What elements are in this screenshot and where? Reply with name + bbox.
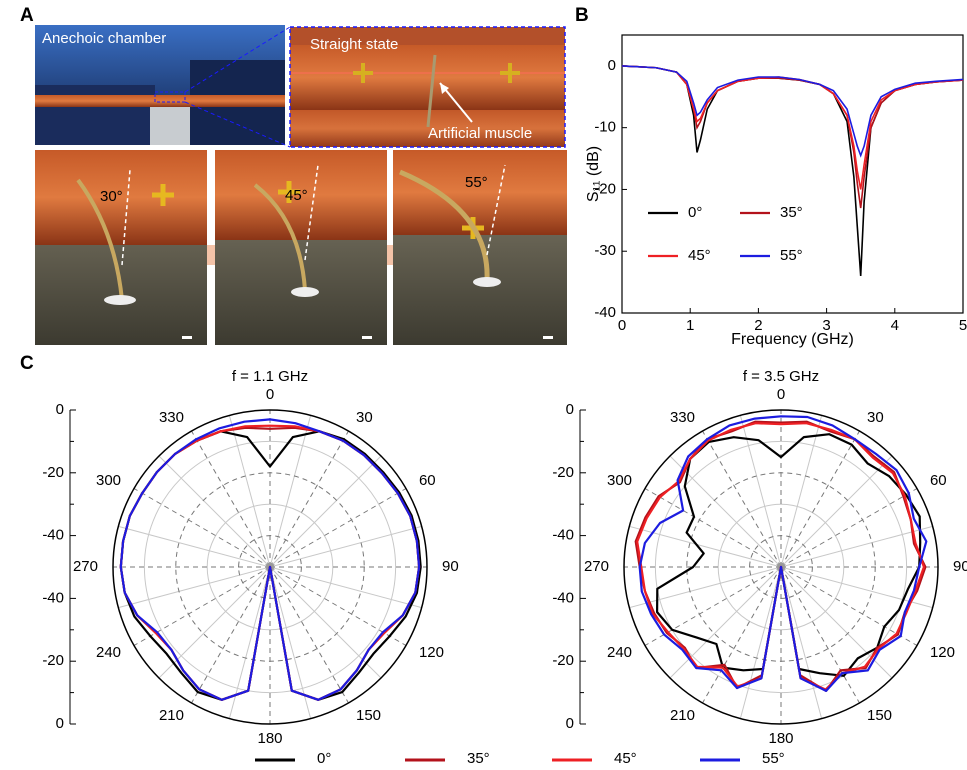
- grid-spoke-minor: [740, 567, 781, 719]
- y-tick-label: -30: [594, 242, 616, 259]
- theta-tick-label: 0: [266, 386, 274, 403]
- legend-label: 0°: [688, 204, 702, 221]
- panel-label: C: [20, 353, 34, 374]
- grid-spoke: [645, 567, 781, 646]
- theta-tick-label: 270: [73, 558, 98, 575]
- photo-chamber: Anechoic chamber: [35, 25, 285, 145]
- theta-tick-label: 180: [768, 730, 793, 747]
- legend-label: 55°: [762, 750, 785, 767]
- grid-spoke-minor: [781, 567, 822, 719]
- theta-tick-label: 30: [867, 409, 884, 426]
- theta-tick-label: 90: [442, 558, 459, 575]
- r-tick-label: -20: [42, 652, 64, 669]
- theta-tick-label: 90: [953, 558, 967, 575]
- photo-bend: 55°: [393, 150, 567, 345]
- legend-label: 45°: [614, 750, 637, 767]
- theta-tick-label: 270: [584, 558, 609, 575]
- r-tick-label: 0: [566, 401, 574, 418]
- chart-title: f = 1.1 GHz: [232, 368, 308, 385]
- grid-spoke-minor: [270, 456, 381, 567]
- x-tick-label: 0: [618, 317, 626, 334]
- line-series: [622, 66, 963, 208]
- theta-tick-label: 120: [930, 644, 955, 661]
- grid-spoke: [270, 567, 406, 646]
- photo-label: Straight state: [310, 36, 398, 53]
- panel-label: B: [575, 5, 589, 26]
- r-tick-label: -40: [552, 589, 574, 606]
- y-axis-label: S₁₁ (dB): [585, 146, 602, 202]
- theta-tick-label: 300: [607, 472, 632, 489]
- legend-label: 0°: [317, 750, 331, 767]
- grid-spoke: [645, 489, 781, 568]
- legend-label: 35°: [467, 750, 490, 767]
- legend-label: 35°: [780, 204, 803, 221]
- theta-tick-label: 60: [419, 472, 436, 489]
- chart-title: f = 3.5 GHz: [743, 368, 819, 385]
- r-tick-label: -40: [42, 527, 64, 544]
- grid-spoke-minor: [629, 567, 781, 608]
- grid-spoke: [703, 431, 782, 567]
- grid-spoke-minor: [781, 456, 892, 567]
- theta-tick-label: 150: [356, 707, 381, 724]
- theta-tick-label: 240: [96, 644, 121, 661]
- photo-inset: Straight state Artificial muscle: [290, 27, 565, 147]
- theta-tick-label: 210: [670, 707, 695, 724]
- x-axis-label: Frequency (GHz): [731, 331, 854, 348]
- y-tick-label: -40: [594, 304, 616, 321]
- theta-tick-label: 210: [159, 707, 184, 724]
- grid-spoke-minor: [118, 526, 270, 567]
- angle-label: 45°: [285, 187, 308, 204]
- angle-label: 30°: [100, 188, 123, 205]
- line-series: [622, 66, 963, 276]
- x-tick-label: 4: [891, 317, 899, 334]
- r-tick-label: -40: [552, 527, 574, 544]
- theta-tick-label: 150: [867, 707, 892, 724]
- figure: A B C Anechoic chamber Straight state Ar…: [0, 0, 967, 770]
- photo-label: Artificial muscle: [428, 125, 532, 142]
- grid-spoke-minor: [270, 415, 311, 567]
- theta-tick-label: 240: [607, 644, 632, 661]
- theta-tick-label: 300: [96, 472, 121, 489]
- polar-series: [640, 416, 927, 691]
- photo-bend: 30°: [35, 150, 207, 345]
- grid-spoke: [134, 567, 270, 646]
- grid-spoke-minor: [781, 526, 933, 567]
- r-tick-label: -40: [42, 589, 64, 606]
- theta-tick-label: 330: [670, 409, 695, 426]
- theta-tick-label: 30: [356, 409, 373, 426]
- theta-tick-label: 330: [159, 409, 184, 426]
- grid-spoke-minor: [270, 526, 422, 567]
- grid-spoke-minor: [118, 567, 270, 608]
- grid-spoke: [781, 489, 917, 568]
- r-tick-label: 0: [566, 715, 574, 732]
- y-tick-label: 0: [608, 57, 616, 74]
- grid-spoke-minor: [229, 415, 270, 567]
- grid-spoke: [134, 489, 270, 568]
- angle-label: 55°: [465, 174, 488, 191]
- r-tick-label: 0: [56, 401, 64, 418]
- legend-label: 55°: [780, 247, 803, 264]
- theta-tick-label: 0: [777, 386, 785, 403]
- grid-spoke: [781, 431, 860, 567]
- r-tick-label: -20: [552, 464, 574, 481]
- grid-spoke-minor: [270, 567, 422, 608]
- theta-tick-label: 180: [257, 730, 282, 747]
- plot-frame: [622, 35, 963, 313]
- theta-tick-label: 120: [419, 644, 444, 661]
- panel-label: A: [20, 5, 34, 26]
- photo-bend: 45°: [215, 150, 387, 345]
- line-series: [622, 66, 963, 156]
- polar-series: [657, 434, 920, 676]
- r-tick-label: -20: [552, 652, 574, 669]
- x-tick-label: 5: [959, 317, 967, 334]
- r-tick-label: 0: [56, 715, 64, 732]
- grid-spoke: [270, 489, 406, 568]
- legend-label: 45°: [688, 247, 711, 264]
- r-tick-label: -20: [42, 464, 64, 481]
- photo-label: Anechoic chamber: [42, 30, 166, 47]
- theta-tick-label: 60: [930, 472, 947, 489]
- x-tick-label: 1: [686, 317, 694, 334]
- y-tick-label: -10: [594, 119, 616, 136]
- grid-spoke-minor: [159, 456, 270, 567]
